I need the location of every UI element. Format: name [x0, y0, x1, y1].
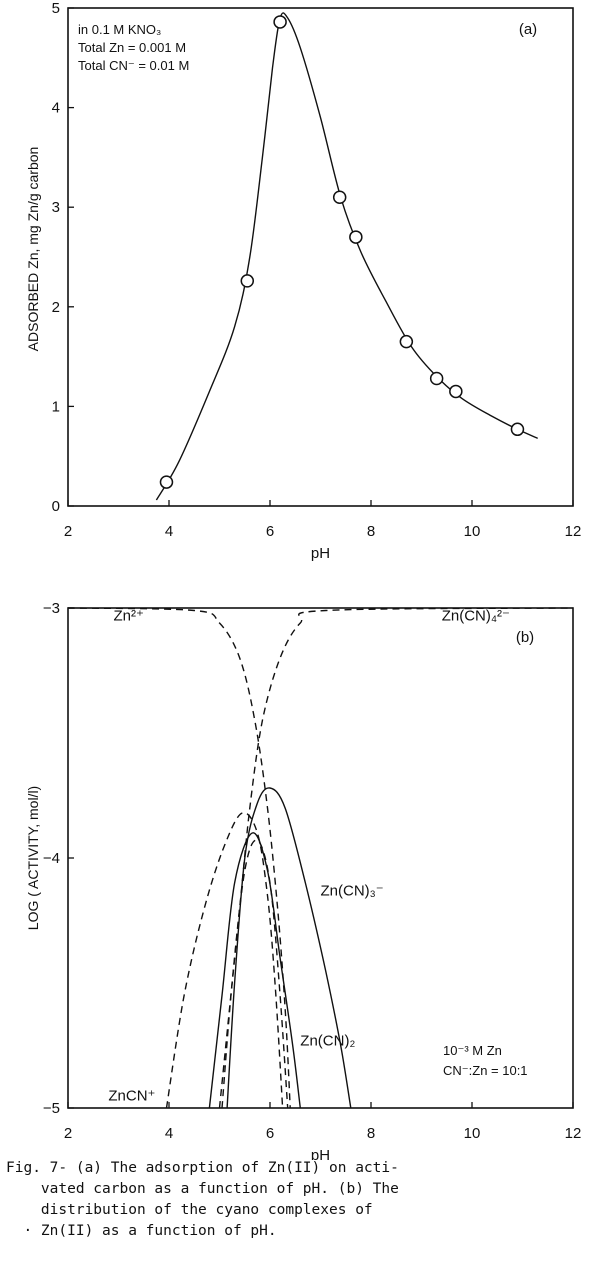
- y-tick-label: −3: [43, 600, 60, 617]
- data-point: [273, 15, 287, 29]
- caption-line: Fig. 7- (a) The adsorption of Zn(II) on …: [6, 1160, 399, 1176]
- x-tick-label: 8: [367, 523, 375, 540]
- y-axis-label: LOG ( ACTIVITY, mol/l): [25, 786, 41, 930]
- chart-panel-b: [67, 607, 574, 1109]
- y-tick-label: 3: [52, 199, 60, 216]
- series-line-5: [221, 839, 289, 1109]
- data-point: [429, 371, 444, 386]
- data-point: [510, 422, 525, 437]
- data-point: [240, 274, 255, 288]
- x-tick-label: 4: [165, 523, 173, 540]
- y-tick-label: −5: [43, 1100, 60, 1117]
- x-tick-label: 10: [464, 1125, 481, 1142]
- series-line-1: [218, 607, 574, 1109]
- caption-line: · Zn(II) as a function of pH.: [6, 1223, 277, 1239]
- y-tick-label: −4: [43, 850, 60, 867]
- x-tick-label: 2: [64, 1125, 72, 1142]
- y-tick-label: 0: [52, 498, 60, 515]
- condition-annotation: Total CN⁻ = 0.01 M: [78, 58, 189, 73]
- series-label: Zn(CN)₄²⁻: [442, 608, 510, 625]
- y-tick-label: 5: [52, 0, 60, 17]
- data-point: [349, 230, 363, 244]
- data-point: [159, 475, 174, 489]
- series-label: Zn(CN)₃⁻: [321, 883, 384, 900]
- x-tick-label: 12: [565, 1125, 582, 1142]
- x-tick-label: 2: [64, 523, 72, 540]
- series-label: ZnCN⁺: [108, 1088, 155, 1105]
- x-tick-label: 6: [266, 523, 274, 540]
- x-tick-label: 4: [165, 1125, 173, 1142]
- caption-line: distribution of the cyano complexes of: [6, 1202, 373, 1218]
- condition-annotation: 10⁻³ M Zn: [443, 1043, 502, 1058]
- series-line-3: [208, 832, 301, 1109]
- x-tick-label: 6: [266, 1125, 274, 1142]
- series-line-0: [67, 607, 291, 1109]
- series-label: Zn(CN)₂: [300, 1033, 355, 1050]
- condition-annotation: CN⁻:Zn = 10:1: [443, 1063, 528, 1078]
- y-tick-label: 1: [52, 398, 60, 415]
- chart-panel-a: [67, 7, 574, 507]
- x-axis-label: pH: [311, 1147, 330, 1160]
- series-label: Zn²⁺: [113, 608, 143, 625]
- plot-frame: [67, 7, 574, 507]
- condition-annotation: in 0.1 M KNO₃: [78, 22, 161, 37]
- y-tick-label: 4: [52, 100, 60, 117]
- data-point: [399, 334, 414, 349]
- x-axis-label: pH: [311, 545, 330, 562]
- x-tick-label: 10: [464, 523, 481, 540]
- series-line-2: [165, 812, 284, 1109]
- series-line-4: [226, 787, 352, 1109]
- caption-line: vated carbon as a function of pH. (b) Th…: [6, 1181, 399, 1197]
- panel-label: (a): [519, 21, 537, 38]
- condition-annotation: Total Zn = 0.001 M: [78, 40, 186, 55]
- x-tick-label: 12: [565, 523, 582, 540]
- fit-curve: [155, 12, 538, 501]
- figure-caption: Fig. 7- (a) The adsorption of Zn(II) on …: [6, 1158, 582, 1242]
- y-tick-label: 2: [52, 299, 60, 316]
- panel-label: (b): [516, 629, 534, 646]
- data-point: [449, 384, 463, 399]
- x-tick-label: 8: [367, 1125, 375, 1142]
- y-axis-label: ADSORBED Zn, mg Zn/g carbon: [25, 147, 41, 352]
- data-point: [332, 190, 347, 204]
